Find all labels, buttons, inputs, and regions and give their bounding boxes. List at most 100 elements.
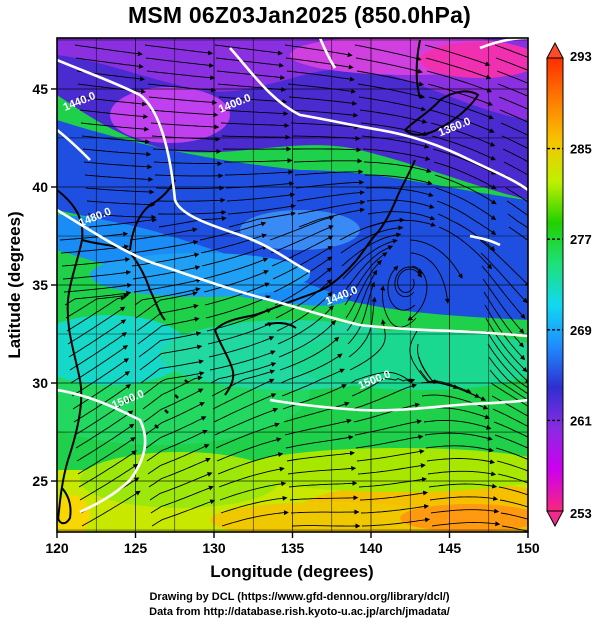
streamline	[429, 109, 495, 133]
streamline	[493, 421, 528, 438]
streamline	[284, 44, 353, 58]
streamline	[140, 359, 204, 384]
streamline	[147, 444, 210, 475]
streamline	[158, 216, 227, 228]
streamline	[214, 44, 283, 56]
streamline	[144, 402, 205, 436]
streamline	[138, 331, 202, 358]
streamline	[201, 245, 268, 267]
streamline	[291, 523, 361, 529]
streamline	[340, 225, 404, 254]
streamline	[226, 192, 296, 202]
streamline	[274, 267, 333, 306]
streamline	[86, 200, 156, 208]
streamline	[154, 173, 224, 179]
colorbar-gradient	[546, 57, 564, 512]
streamline	[354, 44, 422, 61]
streamline	[135, 291, 198, 319]
streamline	[83, 161, 153, 170]
streamline	[150, 485, 214, 514]
streamline	[289, 109, 359, 118]
streamline	[483, 291, 524, 348]
streamline	[409, 239, 463, 279]
streamline	[146, 429, 208, 462]
streamline	[498, 486, 528, 496]
streamline	[280, 353, 343, 384]
streamline	[297, 199, 366, 215]
streamline	[339, 217, 405, 241]
streamline	[499, 499, 528, 508]
colorbar-label: 253	[570, 506, 592, 521]
streamline	[480, 252, 528, 304]
streamline	[365, 174, 433, 186]
streamline	[430, 508, 500, 514]
streamline	[438, 226, 493, 270]
x-tick-label: 120	[45, 540, 69, 556]
streamline	[146, 70, 216, 81]
streamline	[498, 96, 528, 110]
streamline	[352, 383, 417, 410]
streamline	[62, 270, 132, 280]
streamline	[215, 422, 280, 449]
streamline	[227, 203, 296, 215]
streamline	[436, 200, 497, 235]
streamline	[65, 293, 129, 319]
streamline	[501, 135, 528, 150]
streamline	[221, 134, 291, 140]
streamline	[81, 490, 141, 527]
streamline	[148, 96, 218, 105]
streamline	[488, 356, 528, 395]
streamline	[507, 213, 528, 229]
streamline	[487, 343, 528, 389]
streamline	[492, 408, 528, 427]
streamline	[153, 161, 223, 167]
streamline	[145, 416, 207, 449]
streamline	[358, 96, 427, 112]
streamline	[270, 225, 334, 254]
streamline	[431, 521, 501, 527]
credit-line-drawing: Drawing by DCL (https://www.gfd-dennou.o…	[149, 591, 450, 603]
streamline	[275, 279, 333, 319]
streamline	[432, 148, 497, 175]
streamline	[350, 371, 416, 384]
y-tick-label: 25	[32, 473, 48, 489]
x-tick-label: 125	[124, 540, 148, 556]
streamline	[75, 410, 134, 449]
streamline	[60, 244, 130, 254]
streamline	[81, 135, 151, 145]
credit-line-data: Data from http://database.rish.kyoto-u.a…	[149, 606, 450, 618]
streamline	[215, 57, 285, 68]
colorbar-label: 293	[570, 49, 592, 64]
y-tick-label: 45	[32, 81, 48, 97]
colorbar-label: 261	[570, 413, 592, 428]
streamline	[341, 232, 402, 267]
colorbar-label: 269	[570, 323, 592, 338]
colorbar-label: 285	[570, 142, 592, 157]
streamline	[216, 70, 286, 80]
streamline	[486, 330, 528, 384]
streamline	[482, 278, 525, 334]
streamline	[74, 397, 133, 436]
streamline	[347, 281, 376, 345]
streamline	[506, 200, 528, 217]
streamline	[219, 109, 289, 117]
streamline	[63, 282, 133, 293]
colorbar-max-arrow	[546, 41, 564, 59]
streamline	[66, 295, 126, 332]
colorbar: 293 285 277 269 261 253	[546, 41, 592, 528]
x-tick-label: 150	[516, 540, 540, 556]
streamline	[141, 371, 205, 397]
chart-title: MSM 06Z03Jan2025 (850.0hPa)	[128, 2, 471, 28]
streamline	[495, 57, 528, 71]
streamline	[221, 510, 289, 527]
coastlines	[57, 39, 480, 525]
y-axis: 25 30 35 40 45	[32, 81, 57, 489]
streamline	[508, 226, 528, 242]
streamline	[284, 418, 352, 436]
x-tick-label: 145	[438, 540, 462, 556]
streamline	[85, 187, 155, 195]
streamline	[494, 44, 528, 58]
streamline	[212, 378, 275, 410]
streamline	[485, 317, 528, 373]
